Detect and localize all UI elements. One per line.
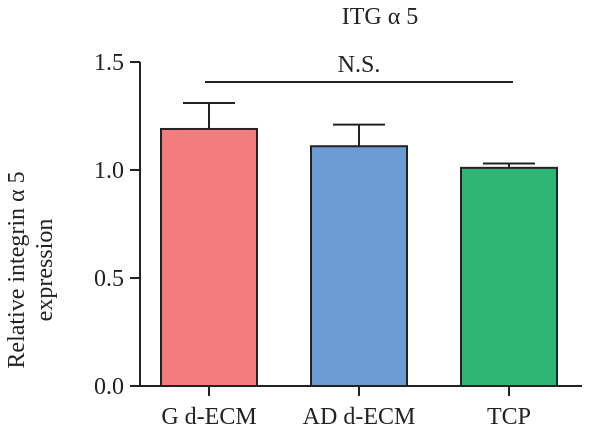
bar-ad-d-ecm bbox=[310, 145, 408, 387]
y-tick-label: 0.0 bbox=[94, 374, 124, 400]
bar-g-d-ecm bbox=[160, 127, 258, 388]
x-tick-label: TCP bbox=[487, 404, 531, 430]
significance-label: N.S. bbox=[338, 52, 381, 78]
x-axis: G d-ECM AD d-ECM TCP bbox=[140, 385, 582, 430]
y-axis-label-line-1: Relative integrin α 5 bbox=[4, 171, 30, 368]
y-axis-label: Relative integrin α 5 expression bbox=[4, 171, 58, 368]
x-tick-label: AD d-ECM bbox=[303, 404, 416, 430]
x-tick-label: G d-ECM bbox=[161, 404, 256, 430]
y-tick-label: 1.5 bbox=[94, 50, 124, 76]
chart-title: ITG α 5 bbox=[342, 4, 419, 30]
y-tick-label: 0.5 bbox=[94, 266, 124, 292]
significance-annotation: N.S. bbox=[205, 52, 513, 83]
y-axis-label-line-2: expression bbox=[32, 219, 58, 322]
y-axis: 0.0 0.5 1.0 1.5 bbox=[94, 50, 141, 400]
bar-tcp bbox=[460, 166, 558, 387]
bars bbox=[160, 102, 558, 388]
y-tick-label: 1.0 bbox=[94, 158, 124, 184]
